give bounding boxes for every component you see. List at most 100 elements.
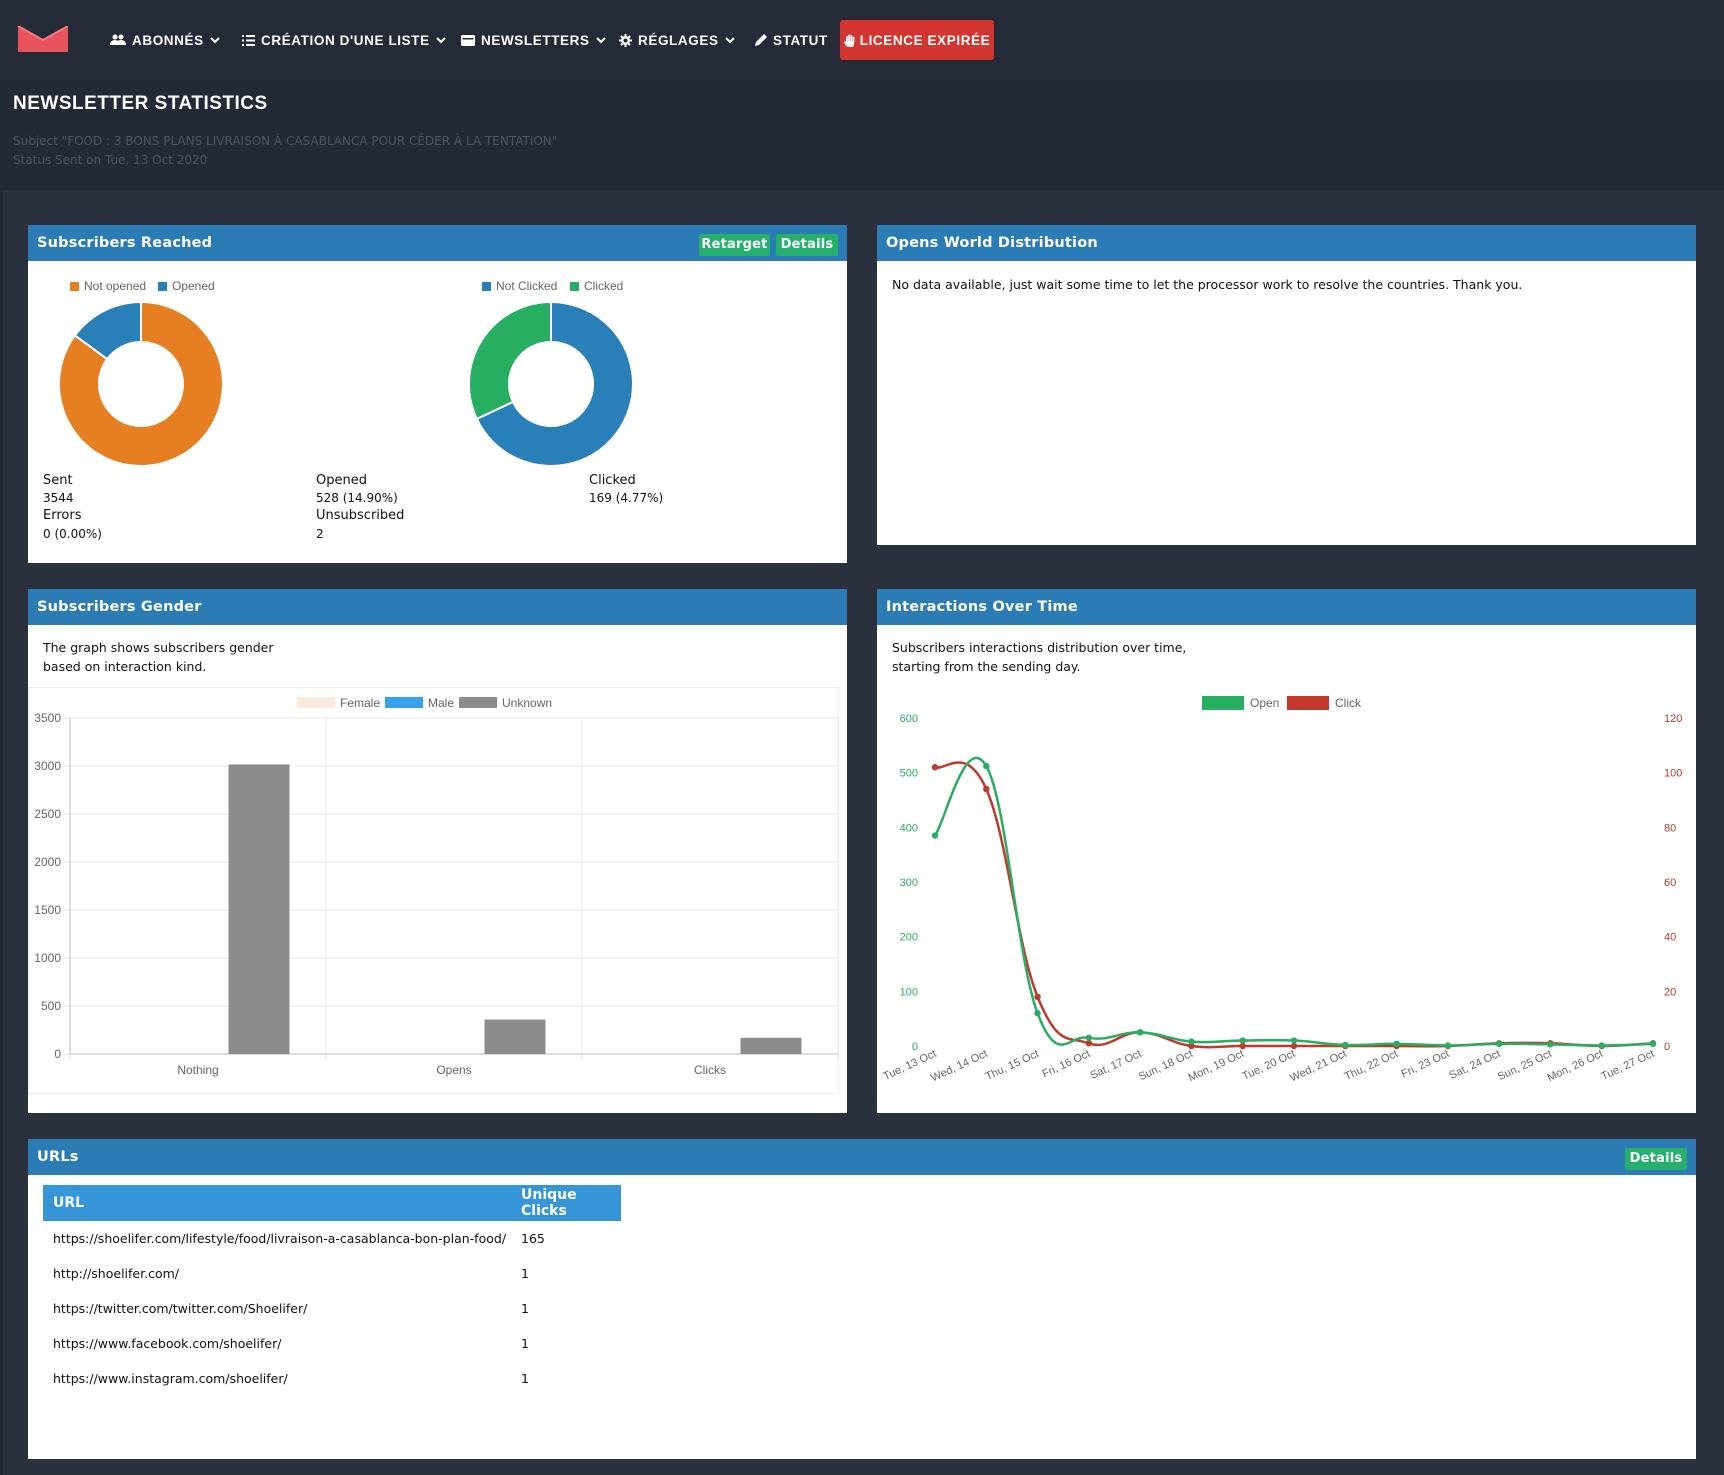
y-left-tick-label: 200 (900, 932, 918, 944)
url-cell[interactable]: http://shoelifer.com/ (53, 1266, 179, 1281)
donut-slice-not-opened (58, 301, 224, 467)
point-click (1188, 1042, 1195, 1050)
legend-opened[interactable]: Opened (158, 279, 215, 293)
clicked-label: Clicked (589, 473, 636, 488)
y-tick-label: 1000 (34, 951, 61, 965)
y-right-tick-label: 60 (1664, 877, 1676, 889)
urls-panel: URLs Details URL Unique Clicks https://s… (28, 1139, 1696, 1459)
subscribers-gender-panel: Subscribers Gender The graph shows subsc… (28, 589, 847, 1113)
point-open (1495, 1040, 1503, 1048)
nav-label: CRÉATION D'UNE LISTE (261, 32, 430, 48)
nav-statut[interactable]: STATUT (755, 28, 828, 52)
gear-icon (619, 33, 632, 47)
url-cell[interactable]: https://twitter.com/twitter.com/Shoelife… (53, 1301, 308, 1316)
legend-clicked[interactable]: Clicked (570, 279, 623, 293)
url-cell[interactable]: https://www.facebook.com/shoelifer/ (53, 1336, 282, 1351)
retarget-button[interactable]: Retarget (699, 234, 770, 256)
donut-slice-not-clicked (475, 301, 634, 467)
legend-label: Clicked (584, 279, 624, 293)
panel-title: Opens World Distribution (886, 235, 1098, 251)
legend-label-male: Male (428, 696, 454, 710)
y-tick-label: 2500 (34, 807, 61, 821)
column-header-clicks[interactable]: Unique Clicks (511, 1185, 621, 1221)
page-title: NEWSLETTER STATISTICS (13, 93, 268, 114)
legend-label-unknown: Unknown (502, 696, 552, 710)
y-right-tick-label: 0 (1664, 1041, 1670, 1053)
pen-icon (755, 34, 767, 46)
url-cell[interactable]: https://www.instagram.com/shoelifer/ (53, 1371, 288, 1386)
x-tick-label: Wed, 21 Oct (1288, 1048, 1348, 1085)
y-left-tick-label: 600 (900, 713, 918, 725)
chevron-down-icon (595, 36, 606, 43)
point-open (1393, 1040, 1400, 1048)
bar-unknown-clicks (740, 1037, 802, 1054)
panel-header: Subscribers Reached Retarget Details (28, 225, 847, 261)
clicked-value: 169 (4.77%) (589, 491, 664, 505)
legend-label-open: Open (1250, 696, 1279, 710)
point-open (1649, 1040, 1657, 1048)
y-left-tick-label: 500 (900, 768, 918, 780)
point-click (983, 785, 990, 793)
bar-unknown-opens (484, 1019, 546, 1054)
description-line: Subscribers interactions distribution ov… (892, 640, 1187, 655)
x-tick-label: Mon, 26 Oct (1546, 1048, 1605, 1084)
opened-value: 528 (14.90%) (316, 491, 398, 505)
top-navbar: ABONNÉS CRÉATION D'UNE LISTE NEWSLETTERS… (0, 0, 1724, 80)
nav-label: NEWSLETTERS (481, 32, 590, 48)
y-left-tick-label: 300 (900, 877, 918, 889)
y-tick-label: 2000 (34, 855, 61, 869)
subscribers-reached-panel: Subscribers Reached Retarget Details Not… (28, 225, 847, 563)
point-open (1034, 1010, 1041, 1017)
no-data-message: No data available, just wait some time t… (892, 277, 1523, 292)
description-line: The graph shows subscribers gender (43, 640, 274, 655)
legend-swatch (482, 281, 491, 291)
status-line: Status Sent on Tue, 13 Oct 2020 (13, 153, 208, 167)
x-tick-label: Sun, 18 Oct (1137, 1048, 1195, 1083)
x-tick-label: Thu, 22 Oct (1343, 1048, 1400, 1083)
point-open (931, 832, 939, 839)
y-left-tick-label: 100 (900, 986, 918, 998)
clicks-cell: 1 (521, 1336, 529, 1351)
description-line: starting from the sending day. (892, 659, 1081, 674)
y-tick-label: 3500 (34, 711, 61, 725)
legend-swatch (70, 281, 79, 291)
x-tick-label: Mon, 19 Oct (1187, 1048, 1246, 1084)
chevron-down-icon (210, 36, 220, 43)
chart-frame (28, 687, 839, 1094)
series-line-click (934, 761, 1654, 1049)
bar-unknown-nothing (228, 764, 290, 1054)
urls-details-button[interactable]: Details (1625, 1148, 1687, 1170)
clicks-cell: 1 (521, 1371, 529, 1386)
legend-swatch-female (297, 697, 335, 708)
x-tick-label: Thu, 15 Oct (984, 1048, 1041, 1083)
licence-expiree-button[interactable]: LICENCE EXPIRÉE (840, 20, 994, 60)
y-right-tick-label: 120 (1664, 713, 1682, 725)
nav-newsletters[interactable]: NEWSLETTERS (461, 28, 606, 52)
legend-label: Not opened (84, 279, 147, 293)
series-line-open (933, 756, 1654, 1047)
point-click (1085, 1040, 1093, 1047)
opened-label: Opened (316, 473, 367, 488)
point-open (1598, 1042, 1605, 1049)
nav-abonnes[interactable]: ABONNÉS (110, 28, 220, 52)
envelope-card-icon (461, 34, 475, 46)
subject-line: Subject "FOOD : 3 BONS PLANS LIVRAISON À… (13, 134, 558, 148)
legend-not-opened[interactable]: Not opened (70, 279, 146, 293)
sent-label: Sent (43, 473, 73, 488)
column-header-url[interactable]: URL (43, 1185, 511, 1221)
interactions-description: Subscribers interactions distribution ov… (892, 638, 1186, 676)
clicks-cell: 1 (521, 1266, 529, 1281)
details-button[interactable]: Details (776, 234, 838, 256)
clicks-cell: 165 (521, 1231, 545, 1246)
legend-label: Opened (172, 279, 215, 293)
table-row: https://www.facebook.com/shoelifer/1 (43, 1326, 621, 1361)
logo-icon[interactable] (18, 26, 68, 52)
legend-not-clicked[interactable]: Not Clicked (482, 279, 557, 293)
gender-description: The graph shows subscribers gender based… (43, 638, 274, 676)
nav-creation-liste[interactable]: CRÉATION D'UNE LISTE (242, 28, 446, 52)
url-cell[interactable]: https://shoelifer.com/lifestyle/food/liv… (53, 1231, 507, 1246)
table-row: https://shoelifer.com/lifestyle/food/liv… (43, 1221, 621, 1256)
y-right-tick-label: 100 (1664, 768, 1682, 780)
nav-reglages[interactable]: RÉGLAGES (619, 28, 735, 52)
panel-title: URLs (37, 1149, 79, 1165)
